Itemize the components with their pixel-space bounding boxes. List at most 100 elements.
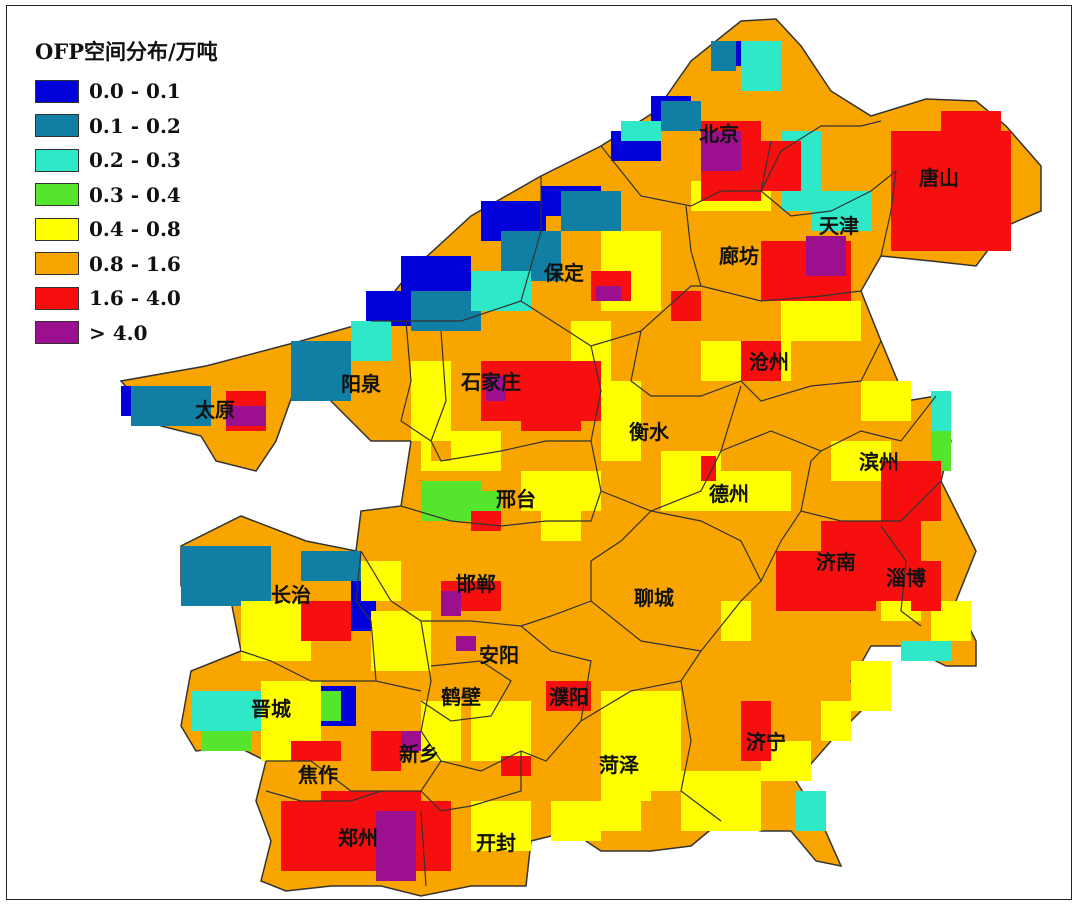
legend-item: 1.6 - 4.0 bbox=[35, 281, 218, 316]
legend-item: 0.4 - 0.8 bbox=[35, 212, 218, 247]
city-label: 滨州 bbox=[859, 450, 899, 474]
emission-cell bbox=[601, 691, 681, 791]
emission-cell bbox=[661, 101, 701, 131]
legend-item: 0.1 - 0.2 bbox=[35, 109, 218, 144]
legend-label: 0.4 - 0.8 bbox=[89, 217, 181, 242]
emission-cell bbox=[561, 191, 621, 231]
city-label: 太原 bbox=[195, 398, 235, 422]
city-label: 长治 bbox=[271, 583, 311, 607]
emission-cell bbox=[131, 386, 211, 426]
emission-grid bbox=[121, 41, 1011, 881]
emission-cell bbox=[776, 551, 876, 611]
city-label: 濮阳 bbox=[549, 685, 589, 709]
emission-cell bbox=[781, 301, 861, 341]
legend-label: 0.0 - 0.1 bbox=[89, 79, 181, 104]
emission-cell bbox=[851, 661, 891, 711]
emission-cell bbox=[931, 391, 951, 431]
emission-cell bbox=[701, 701, 741, 741]
emission-cell bbox=[411, 291, 481, 331]
city-label: 开封 bbox=[476, 831, 516, 855]
city-label: 济南 bbox=[816, 550, 856, 574]
emission-cell bbox=[596, 286, 621, 301]
emission-cell bbox=[376, 811, 416, 881]
city-label: 郑州 bbox=[338, 826, 378, 850]
emission-cell bbox=[551, 801, 601, 841]
emission-cell bbox=[301, 601, 351, 641]
legend-label: > 4.0 bbox=[89, 320, 148, 345]
emission-cell bbox=[671, 291, 701, 321]
emission-cell bbox=[301, 551, 361, 581]
emission-cell bbox=[421, 701, 461, 761]
emission-cell bbox=[621, 121, 661, 141]
city-label: 天津 bbox=[819, 214, 859, 238]
legend-swatch bbox=[35, 114, 79, 138]
legend-swatch bbox=[35, 183, 79, 207]
legend-label: 1.6 - 4.0 bbox=[89, 286, 181, 311]
legend-swatch bbox=[35, 148, 79, 172]
legend-label: 0.2 - 0.3 bbox=[89, 148, 181, 173]
legend-item: 0.2 - 0.3 bbox=[35, 143, 218, 178]
city-label: 沧州 bbox=[749, 350, 789, 374]
emission-cell bbox=[701, 456, 716, 481]
legend-label: 0.1 - 0.2 bbox=[89, 113, 181, 138]
emission-cell bbox=[361, 561, 401, 601]
legend-title: OFP空间分布/万吨 bbox=[35, 39, 218, 64]
emission-cell bbox=[371, 611, 431, 671]
city-label: 淄博 bbox=[886, 566, 926, 590]
emission-cell bbox=[741, 41, 781, 91]
emission-cell bbox=[291, 341, 351, 401]
emission-cell bbox=[471, 511, 501, 531]
emission-cell bbox=[471, 271, 531, 311]
emission-cell bbox=[226, 406, 266, 426]
emission-cell bbox=[861, 381, 911, 421]
emission-cell bbox=[741, 701, 771, 761]
city-label: 廊坊 bbox=[719, 244, 759, 268]
city-label: 阳泉 bbox=[341, 372, 382, 396]
city-label: 衡水 bbox=[629, 420, 670, 444]
emission-cell bbox=[441, 591, 461, 616]
emission-cell bbox=[401, 731, 421, 751]
emission-cell bbox=[411, 361, 451, 441]
emission-cell bbox=[321, 791, 421, 811]
legend-label: 0.3 - 0.4 bbox=[89, 182, 181, 207]
emission-cell bbox=[701, 131, 741, 171]
emission-cell bbox=[796, 791, 826, 831]
emission-cell bbox=[761, 141, 801, 191]
legend-items: 0.0 - 0.1 0.1 - 0.2 0.2 - 0.3 0.3 - 0.4 0.4 … bbox=[35, 74, 218, 350]
legend-item: 0.8 - 1.6 bbox=[35, 247, 218, 282]
emission-cell bbox=[521, 401, 581, 431]
legend-label: 0.8 - 1.6 bbox=[89, 251, 181, 276]
city-label: 邢台 bbox=[496, 487, 536, 511]
emission-cell bbox=[681, 771, 761, 831]
city-label: 聊城 bbox=[634, 586, 674, 610]
emission-cell bbox=[486, 376, 506, 401]
city-label: 北京 bbox=[699, 122, 739, 146]
emission-cell bbox=[191, 691, 261, 731]
legend-swatch bbox=[35, 286, 79, 310]
legend: OFP空间分布/万吨 0.0 - 0.1 0.1 - 0.2 0.2 - 0.3 0.… bbox=[35, 36, 218, 350]
city-label: 保定 bbox=[543, 261, 584, 285]
emission-cell bbox=[911, 561, 941, 611]
city-label: 菏泽 bbox=[599, 753, 639, 777]
emission-cell bbox=[501, 756, 531, 776]
legend-swatch bbox=[35, 252, 79, 276]
city-label: 济宁 bbox=[746, 730, 786, 754]
emission-cell bbox=[291, 741, 341, 761]
city-label: 新乡 bbox=[399, 742, 439, 766]
emission-cell bbox=[456, 636, 476, 651]
emission-cell bbox=[721, 471, 791, 511]
emission-cell bbox=[711, 41, 736, 71]
legend-swatch bbox=[35, 321, 79, 345]
legend-item: 0.0 - 0.1 bbox=[35, 74, 218, 109]
emission-cell bbox=[351, 321, 391, 361]
emission-cell bbox=[471, 801, 531, 851]
emission-cell bbox=[366, 291, 411, 326]
emission-cell bbox=[331, 761, 361, 791]
city-label: 石家庄 bbox=[460, 370, 521, 394]
legend-swatch bbox=[35, 217, 79, 241]
emission-cell bbox=[601, 381, 641, 461]
city-label: 焦作 bbox=[298, 763, 338, 787]
emission-cell bbox=[641, 801, 681, 831]
